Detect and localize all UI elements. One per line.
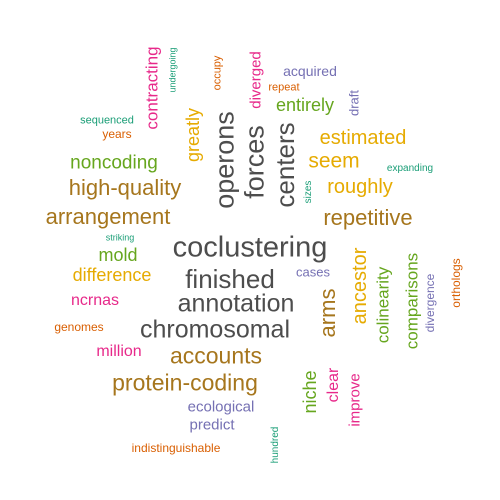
word-finished: finished [185, 264, 275, 294]
word-arms: arms [315, 288, 340, 338]
word-seem: seem [308, 149, 360, 173]
word-repeat: repeat [268, 81, 300, 94]
word-colinearity: colinearity [373, 266, 393, 344]
word-orthologs: orthologs [449, 258, 463, 308]
word-genomes: genomes [54, 320, 104, 334]
word-hundred: hundred [270, 426, 281, 464]
word-accounts: accounts [169, 342, 263, 369]
word-ancestor: ancestor [349, 247, 371, 325]
word-centers: centers [270, 122, 300, 208]
word-protein-coding: protein-coding [112, 369, 258, 396]
word-acquired: acquired [283, 63, 337, 79]
word-niche: niche [300, 370, 320, 414]
word-chromosomal: chromosomal [139, 315, 291, 344]
word-undergoing: undergoing [167, 47, 178, 93]
word-sizes: sizes [303, 180, 314, 204]
word-high-quality: high-quality [68, 175, 182, 200]
word-operons: operons [209, 111, 240, 209]
word-predict: predict [189, 416, 235, 434]
word-contracting: contracting [142, 46, 162, 130]
word-entirely: entirely [275, 95, 335, 115]
word-comparisons: comparisons [402, 252, 422, 350]
word-expanding: expanding [386, 163, 434, 174]
word-improve: improve [346, 373, 364, 427]
word-divergence: divergence [423, 273, 437, 333]
word-cases: cases [296, 264, 330, 280]
word-draft: draft [346, 89, 362, 117]
word-diverged: diverged [247, 51, 265, 109]
word-million: million [96, 343, 142, 360]
word-difference: difference [72, 265, 152, 285]
word-estimated: estimated [319, 127, 407, 149]
word-roughly: roughly [327, 176, 393, 198]
word-noncoding: noncoding [70, 152, 158, 174]
word-repetitive: repetitive [323, 205, 413, 230]
word-clear: clear [325, 367, 342, 403]
word-occupy: occupy [211, 55, 224, 91]
word-sequenced: sequenced [80, 114, 134, 127]
word-ecological: ecological [187, 398, 255, 416]
word-forces: forces [239, 125, 270, 199]
word-years: years [102, 127, 132, 141]
word-mold: mold [98, 245, 138, 265]
word-indistinguishable: indistinguishable [131, 441, 221, 455]
word-coclustering: coclustering [172, 231, 328, 264]
word-annotation: annotation [177, 289, 295, 318]
word-arrangement: arrangement [45, 204, 171, 229]
word-striking: striking [105, 232, 135, 243]
word-ncrnas: ncrnas [70, 292, 120, 309]
word-greatly: greatly [183, 107, 203, 163]
